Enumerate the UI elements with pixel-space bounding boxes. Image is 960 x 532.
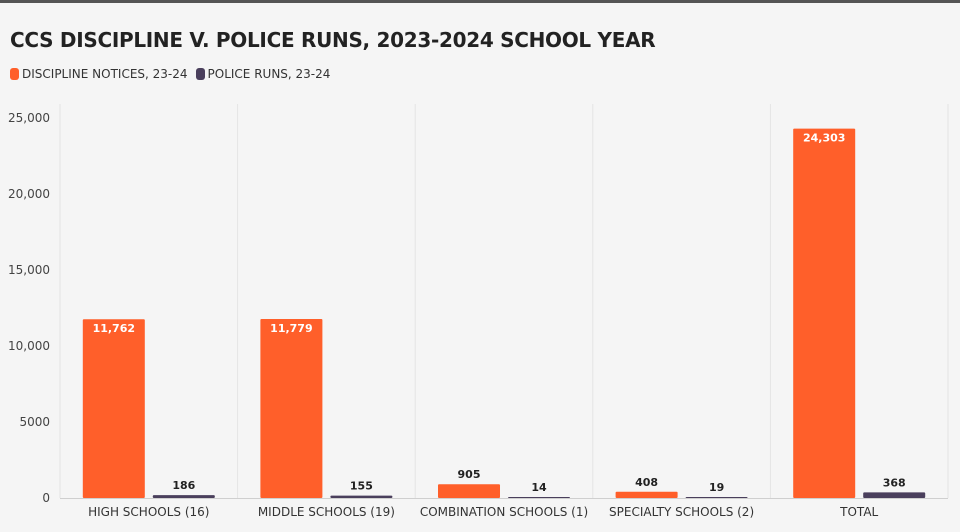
- bar: [82, 319, 145, 498]
- data-label: 186: [172, 479, 195, 492]
- y-tick-label: 15,000: [8, 263, 50, 277]
- x-tick-label: MIDDLE SCHOOLS (19): [258, 505, 395, 519]
- data-label: 905: [458, 468, 481, 481]
- bar: [260, 318, 323, 498]
- data-label: 14: [531, 481, 547, 494]
- legend: DISCIPLINE NOTICES, 23-24 POLICE RUNS, 2…: [10, 67, 330, 81]
- y-tick-label: 5000: [19, 415, 50, 429]
- bar: [793, 128, 856, 498]
- data-label: 11,779: [270, 322, 312, 335]
- legend-swatch-police: [195, 68, 205, 80]
- top-border: [0, 0, 960, 3]
- bar: [685, 497, 748, 498]
- y-tick-label: 0: [42, 491, 50, 505]
- bar: [863, 492, 926, 498]
- bar: [152, 495, 215, 498]
- y-tick-label: 10,000: [8, 339, 50, 353]
- legend-label-discipline: DISCIPLINE NOTICES, 23-24: [22, 67, 188, 81]
- chart-title: CCS DISCIPLINE V. POLICE RUNS, 2023-2024…: [10, 28, 656, 52]
- data-label: 368: [883, 476, 906, 489]
- data-label: 19: [709, 481, 724, 494]
- data-label: 11,762: [93, 322, 135, 335]
- bar: [330, 495, 393, 498]
- legend-label-police: POLICE RUNS, 23-24: [207, 67, 331, 81]
- x-tick-label: SPECIALTY SCHOOLS (2): [609, 505, 754, 519]
- legend-swatch-discipline: [10, 68, 19, 80]
- legend-item-police[interactable]: POLICE RUNS, 23-24: [195, 67, 331, 81]
- bar: [438, 484, 500, 498]
- x-tick-label: TOTAL: [839, 505, 878, 519]
- data-label: 408: [635, 476, 658, 489]
- bar: [615, 491, 678, 498]
- data-label: 24,303: [803, 132, 845, 145]
- data-label: 155: [350, 480, 373, 493]
- x-tick-label: HIGH SCHOOLS (16): [88, 505, 209, 519]
- x-tick-label: COMBINATION SCHOOLS (1): [420, 505, 588, 519]
- y-tick-label: 20,000: [8, 187, 50, 201]
- y-tick-label: 25,000: [8, 111, 50, 125]
- legend-item-discipline[interactable]: DISCIPLINE NOTICES, 23-24: [10, 67, 188, 81]
- bar: [508, 497, 570, 498]
